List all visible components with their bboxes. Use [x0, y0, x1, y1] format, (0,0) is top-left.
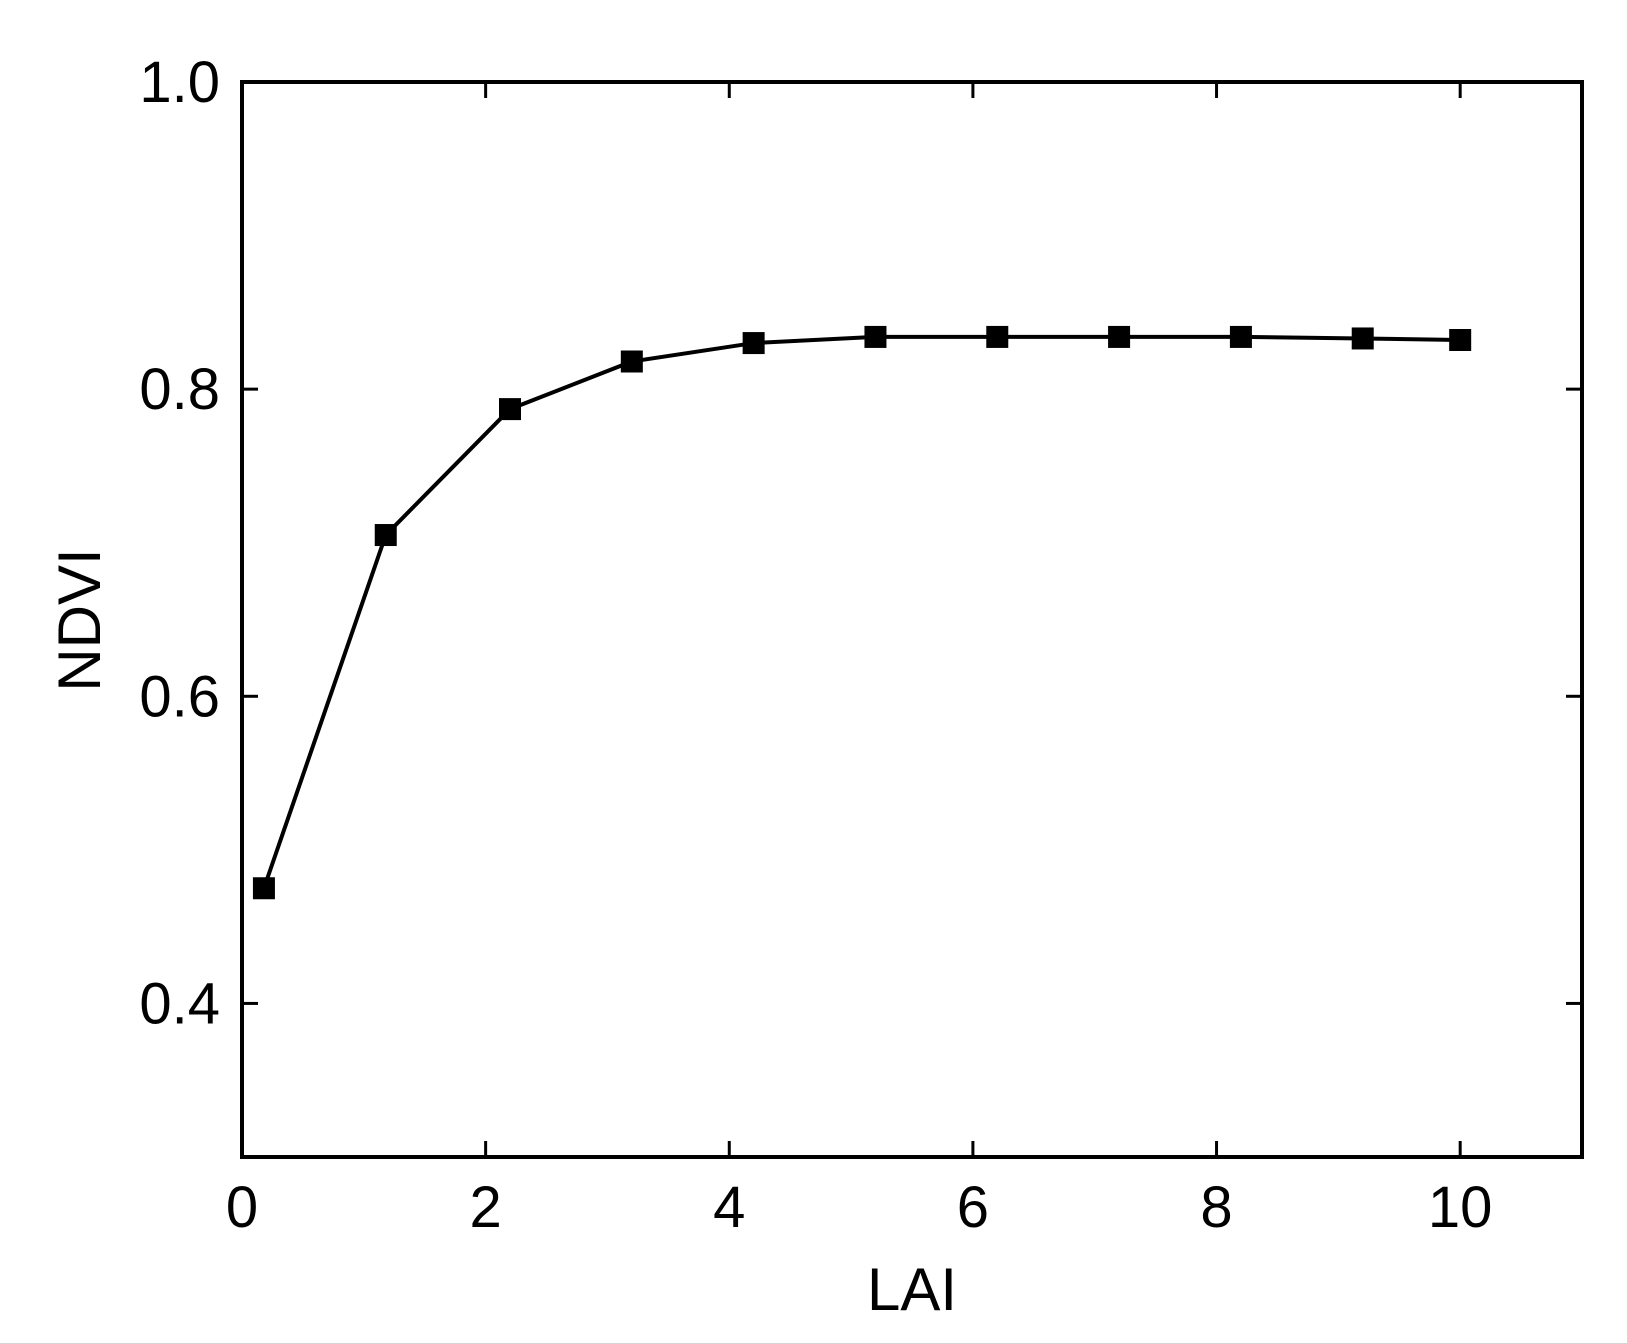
x-tick-label: 8: [1200, 1175, 1232, 1240]
y-tick-label: 0.4: [139, 971, 220, 1036]
data-point-marker: [252, 877, 275, 900]
y-tick-label: 0.8: [139, 357, 220, 422]
y-axis-ticks: 0.4 0.6 0.8 1.0: [139, 50, 1582, 1036]
x-tick-label: 2: [470, 1175, 502, 1240]
data-point-marker: [620, 350, 643, 373]
data-point-marker: [1108, 325, 1131, 348]
data-point-marker: [986, 325, 1009, 348]
x-axis-label: LAI: [867, 1256, 957, 1323]
x-tick-label: 10: [1428, 1175, 1493, 1240]
x-tick-label: 0: [226, 1175, 258, 1240]
series-layer: [252, 325, 1472, 900]
data-point-marker: [864, 325, 887, 348]
y-tick-label: 0.6: [139, 664, 220, 729]
y-tick-label: 1.0: [139, 50, 220, 115]
x-tick-label: 4: [713, 1175, 745, 1240]
data-point-marker: [1449, 329, 1472, 351]
plot-frame: [240, 80, 1584, 1159]
data-point-marker: [742, 332, 765, 355]
x-tick-label: 6: [957, 1175, 989, 1240]
data-point-marker: [1351, 327, 1374, 350]
series-line: [262, 334, 1461, 889]
x-axis-ticks: 0 2 4 6 8 10: [226, 82, 1493, 1240]
y-axis-label: NDVI: [46, 548, 113, 691]
data-point-marker: [1229, 325, 1252, 348]
data-point-marker: [499, 398, 521, 421]
data-point-marker: [374, 524, 397, 547]
